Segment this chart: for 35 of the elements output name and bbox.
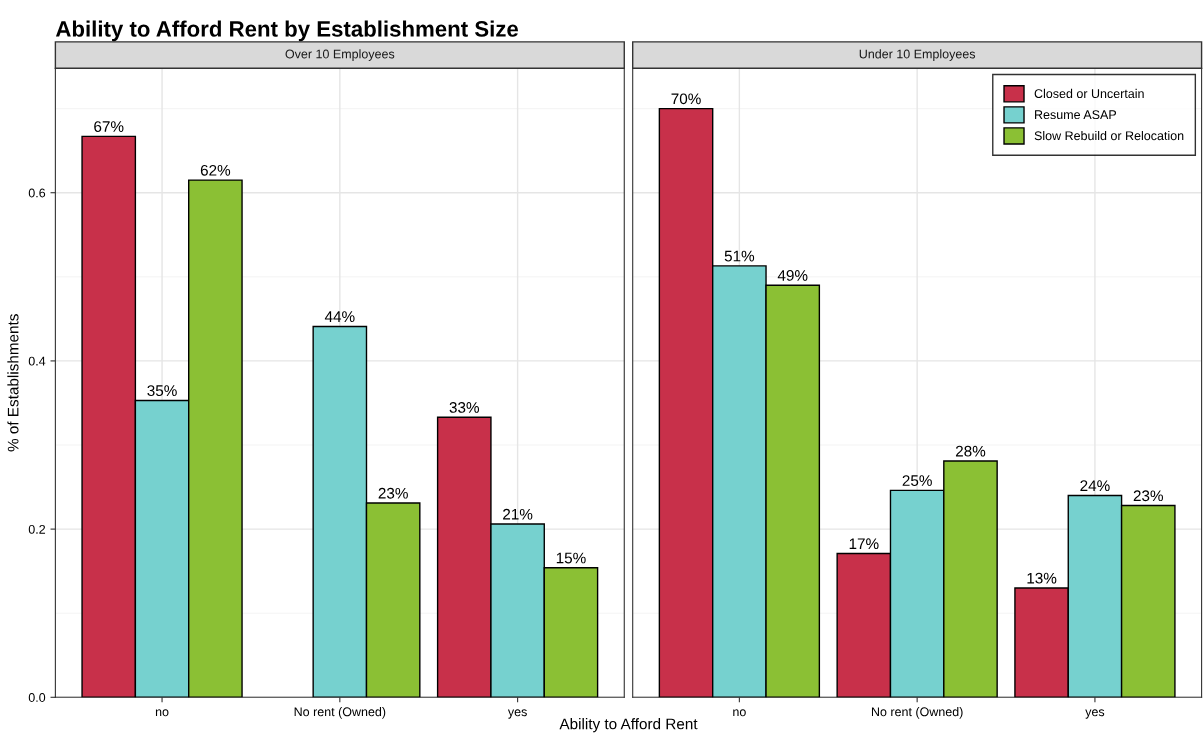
data-label: 23% [378, 487, 408, 499]
data-label: 70% [671, 93, 701, 105]
data-label: 35% [147, 385, 177, 397]
data-label: 15% [556, 552, 586, 564]
data-label: 21% [503, 508, 533, 520]
data-label: 49% [777, 270, 808, 281]
chart-subtitle: Under 10 Employees [859, 49, 976, 61]
x-tick-label: No rent (Owned) [294, 707, 386, 719]
data-label: 25% [902, 475, 932, 487]
data-label: 62% [200, 164, 231, 176]
data-label: 51% [724, 250, 755, 262]
x-axis-title: Ability to Afford Rent [559, 718, 698, 733]
x-tick-label: No rent (Owned) [871, 707, 963, 719]
chart-title: Ability to Afford Rent by Establishment Size [55, 20, 519, 42]
data-label: 23% [1133, 490, 1163, 502]
chart-subtitle: Over 10 Employees [285, 49, 395, 61]
data-label: 13% [1027, 572, 1057, 584]
y-tick-label: 0.6 [28, 188, 46, 198]
y-tick-label: 0.4 [28, 356, 46, 366]
data-label: 28% [955, 445, 986, 457]
x-tick-label: yes [1085, 709, 1105, 719]
data-label: 44% [324, 311, 355, 322]
y-tick-label: 0.0 [28, 693, 46, 702]
y-axis-title: % of Establishments [7, 314, 19, 452]
x-tick-label: no [733, 709, 746, 717]
data-label: 24% [1080, 480, 1110, 491]
legend-label: Closed or Uncertain [1034, 88, 1144, 99]
data-label: 33% [449, 402, 480, 413]
data-label: 67% [94, 121, 124, 132]
y-tick-label: 0.2 [28, 524, 46, 534]
x-tick-label: no [155, 709, 169, 717]
legend-label: Resume ASAP [1035, 110, 1117, 120]
x-tick-label: yes [507, 709, 527, 719]
data-label: 17% [849, 538, 879, 550]
legend-label: Slow Rebuild or Relocation [1034, 130, 1184, 141]
